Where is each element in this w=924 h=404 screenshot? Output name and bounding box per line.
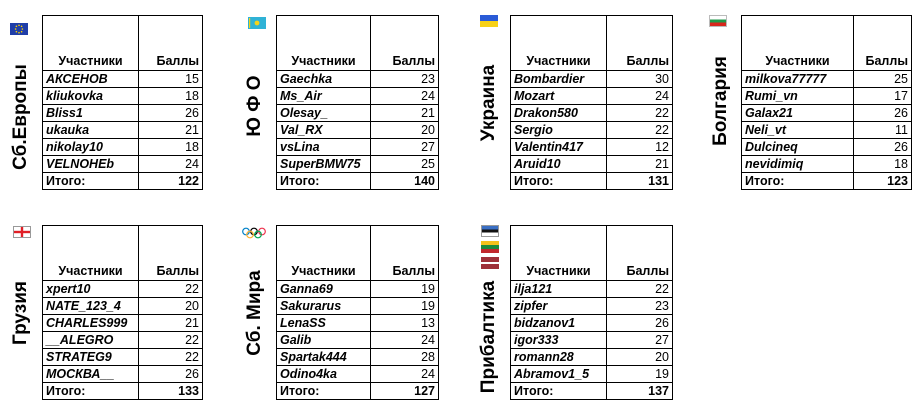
total-row: Итого: 123 (741, 172, 912, 190)
table-row: Bliss1 26 (42, 104, 203, 122)
table-row: vsLina 27 (276, 138, 439, 156)
table-row: STRATEG9 22 (42, 348, 203, 366)
table-row: Mozart 24 (510, 87, 673, 105)
table-row: Sakurarus 19 (276, 297, 439, 315)
estonia-flag-icon (481, 225, 499, 237)
team-name: Украина (478, 64, 499, 142)
kazakhstan-flag-icon (248, 17, 266, 29)
table-row: nikolay10 18 (42, 138, 203, 156)
table-row: bidzanov1 26 (510, 314, 673, 332)
team-name: Прибалтика (478, 280, 499, 394)
olympic-rings-icon (241, 227, 267, 239)
table-row: VELNOHEb 24 (42, 155, 203, 173)
table-row: Odino4ka 24 (276, 365, 439, 383)
points-header: Баллы (370, 15, 439, 71)
eu-flag-icon (10, 23, 28, 35)
table-row: ukauka 21 (42, 121, 203, 139)
score-table: Участники Баллы milkova77777 25 Rumi_vn 17 … (741, 15, 912, 190)
participants-header: Участники (741, 15, 854, 71)
bulgaria-flag-icon (709, 15, 727, 27)
table-row: Dulcineq 26 (741, 138, 912, 156)
table-row: Galax21 26 (741, 104, 912, 122)
table-row: Drakon580 22 (510, 104, 673, 122)
table-row: Valentin417 12 (510, 138, 673, 156)
table-row: Olesay_ 21 (276, 104, 439, 122)
team-name: Грузия (10, 281, 31, 345)
table-row: Aruid10 21 (510, 155, 673, 173)
table-row: Galib 24 (276, 331, 439, 349)
table-row: МОСКВА__ 26 (42, 365, 203, 383)
team-name: Ю Ф О (244, 75, 265, 137)
team-name: Болгария (710, 56, 731, 146)
points-header: Баллы (853, 15, 912, 71)
table-row: АКСЕНОВ 15 (42, 70, 203, 88)
score-table: Участники Баллы Ganna69 19 Sakurarus 19 Len… (276, 225, 439, 400)
latvia-flag-icon (481, 257, 499, 269)
table-row: Sergio 22 (510, 121, 673, 139)
table-row: Spartak444 28 (276, 348, 439, 366)
total-row: Итого: 127 (276, 382, 439, 400)
table-row: ilja121 22 (510, 280, 673, 298)
score-table: Участники Баллы Bombardier 30 Mozart 24 Dra… (510, 15, 673, 190)
total-row: Итого: 133 (42, 382, 203, 400)
georgia-flag-icon (13, 226, 31, 238)
participants-header: Участники (42, 15, 139, 71)
participants-header: Участники (276, 15, 371, 71)
table-row: nevidimiq 18 (741, 155, 912, 173)
table-row: SuperBMW75 25 (276, 155, 439, 173)
total-row: Итого: 140 (276, 172, 439, 190)
participants-header: Участники (276, 225, 371, 281)
total-row: Итого: 131 (510, 172, 673, 190)
table-row: LenaSS 13 (276, 314, 439, 332)
participants-header: Участники (42, 225, 139, 281)
table-row: Neli_vt 11 (741, 121, 912, 139)
table-row: CHARLES999 21 (42, 314, 203, 332)
score-table: Участники Баллы xpert10 22 NATE_123_4 20 CH… (42, 225, 203, 400)
table-row: Bombardier 30 (510, 70, 673, 88)
team-name: Сб.Европы (10, 64, 31, 170)
participants-header: Участники (510, 225, 607, 281)
points-header: Баллы (138, 15, 203, 71)
table-row: Val_RX 20 (276, 121, 439, 139)
participants-header: Участники (510, 15, 607, 71)
total-row: Итого: 137 (510, 382, 673, 400)
table-row: milkova77777 25 (741, 70, 912, 88)
score-table: Участники Баллы ilja121 22 zipfer 23 bidzan… (510, 225, 673, 400)
table-row: zipfer 23 (510, 297, 673, 315)
lithuania-flag-icon (481, 241, 499, 253)
score-table: Участники Баллы АКСЕНОВ 15 kliukovka 18 Bli… (42, 15, 203, 190)
ukraine-flag-icon (480, 15, 498, 27)
points-header: Баллы (606, 225, 673, 281)
table-row: kliukovka 18 (42, 87, 203, 105)
table-row: Ganna69 19 (276, 280, 439, 298)
table-row: romann28 20 (510, 348, 673, 366)
table-row: NATE_123_4 20 (42, 297, 203, 315)
table-row: Abramov1_5 19 (510, 365, 673, 383)
total-row: Итого: 122 (42, 172, 203, 190)
table-row: igor333 27 (510, 331, 673, 349)
table-row: Rumi_vn 17 (741, 87, 912, 105)
score-table: Участники Баллы Gaechka 23 Ms_Air 24 Olesay… (276, 15, 439, 190)
team-name: Сб. Мира (244, 270, 265, 356)
table-row: Gaechka 23 (276, 70, 439, 88)
points-header: Баллы (606, 15, 673, 71)
points-header: Баллы (138, 225, 203, 281)
table-row: Ms_Air 24 (276, 87, 439, 105)
points-header: Баллы (370, 225, 439, 281)
table-row: __ALEGRO 22 (42, 331, 203, 349)
table-row: xpert10 22 (42, 280, 203, 298)
